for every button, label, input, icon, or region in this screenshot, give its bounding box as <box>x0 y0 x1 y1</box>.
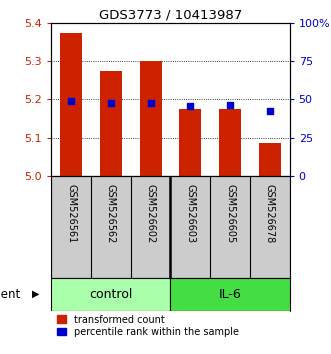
Point <box>108 101 114 106</box>
Text: GSM526602: GSM526602 <box>146 184 156 243</box>
Bar <box>60 33 82 176</box>
Point <box>267 108 272 114</box>
FancyBboxPatch shape <box>170 278 290 310</box>
Text: GSM526603: GSM526603 <box>185 184 195 243</box>
Text: GSM526562: GSM526562 <box>106 184 116 244</box>
Point <box>188 103 193 109</box>
Bar <box>100 71 122 176</box>
Text: control: control <box>89 288 133 301</box>
FancyBboxPatch shape <box>51 278 170 310</box>
Bar <box>219 109 241 176</box>
Point <box>69 98 74 104</box>
Bar <box>140 61 162 176</box>
Text: GSM526605: GSM526605 <box>225 184 235 243</box>
Legend: transformed count, percentile rank within the sample: transformed count, percentile rank withi… <box>56 314 240 338</box>
Text: GSM526561: GSM526561 <box>66 184 76 243</box>
Bar <box>179 109 201 176</box>
Point <box>227 102 233 108</box>
Text: agent: agent <box>0 288 20 301</box>
Point <box>148 101 153 106</box>
Title: GDS3773 / 10413987: GDS3773 / 10413987 <box>99 9 242 22</box>
Bar <box>259 143 281 176</box>
Text: GSM526678: GSM526678 <box>265 184 275 243</box>
Text: IL-6: IL-6 <box>219 288 241 301</box>
Text: ▶: ▶ <box>32 289 40 299</box>
